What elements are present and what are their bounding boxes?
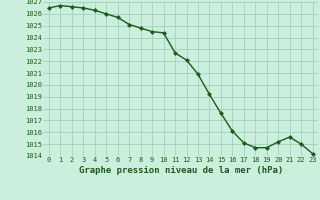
X-axis label: Graphe pression niveau de la mer (hPa): Graphe pression niveau de la mer (hPa) xyxy=(79,166,283,175)
